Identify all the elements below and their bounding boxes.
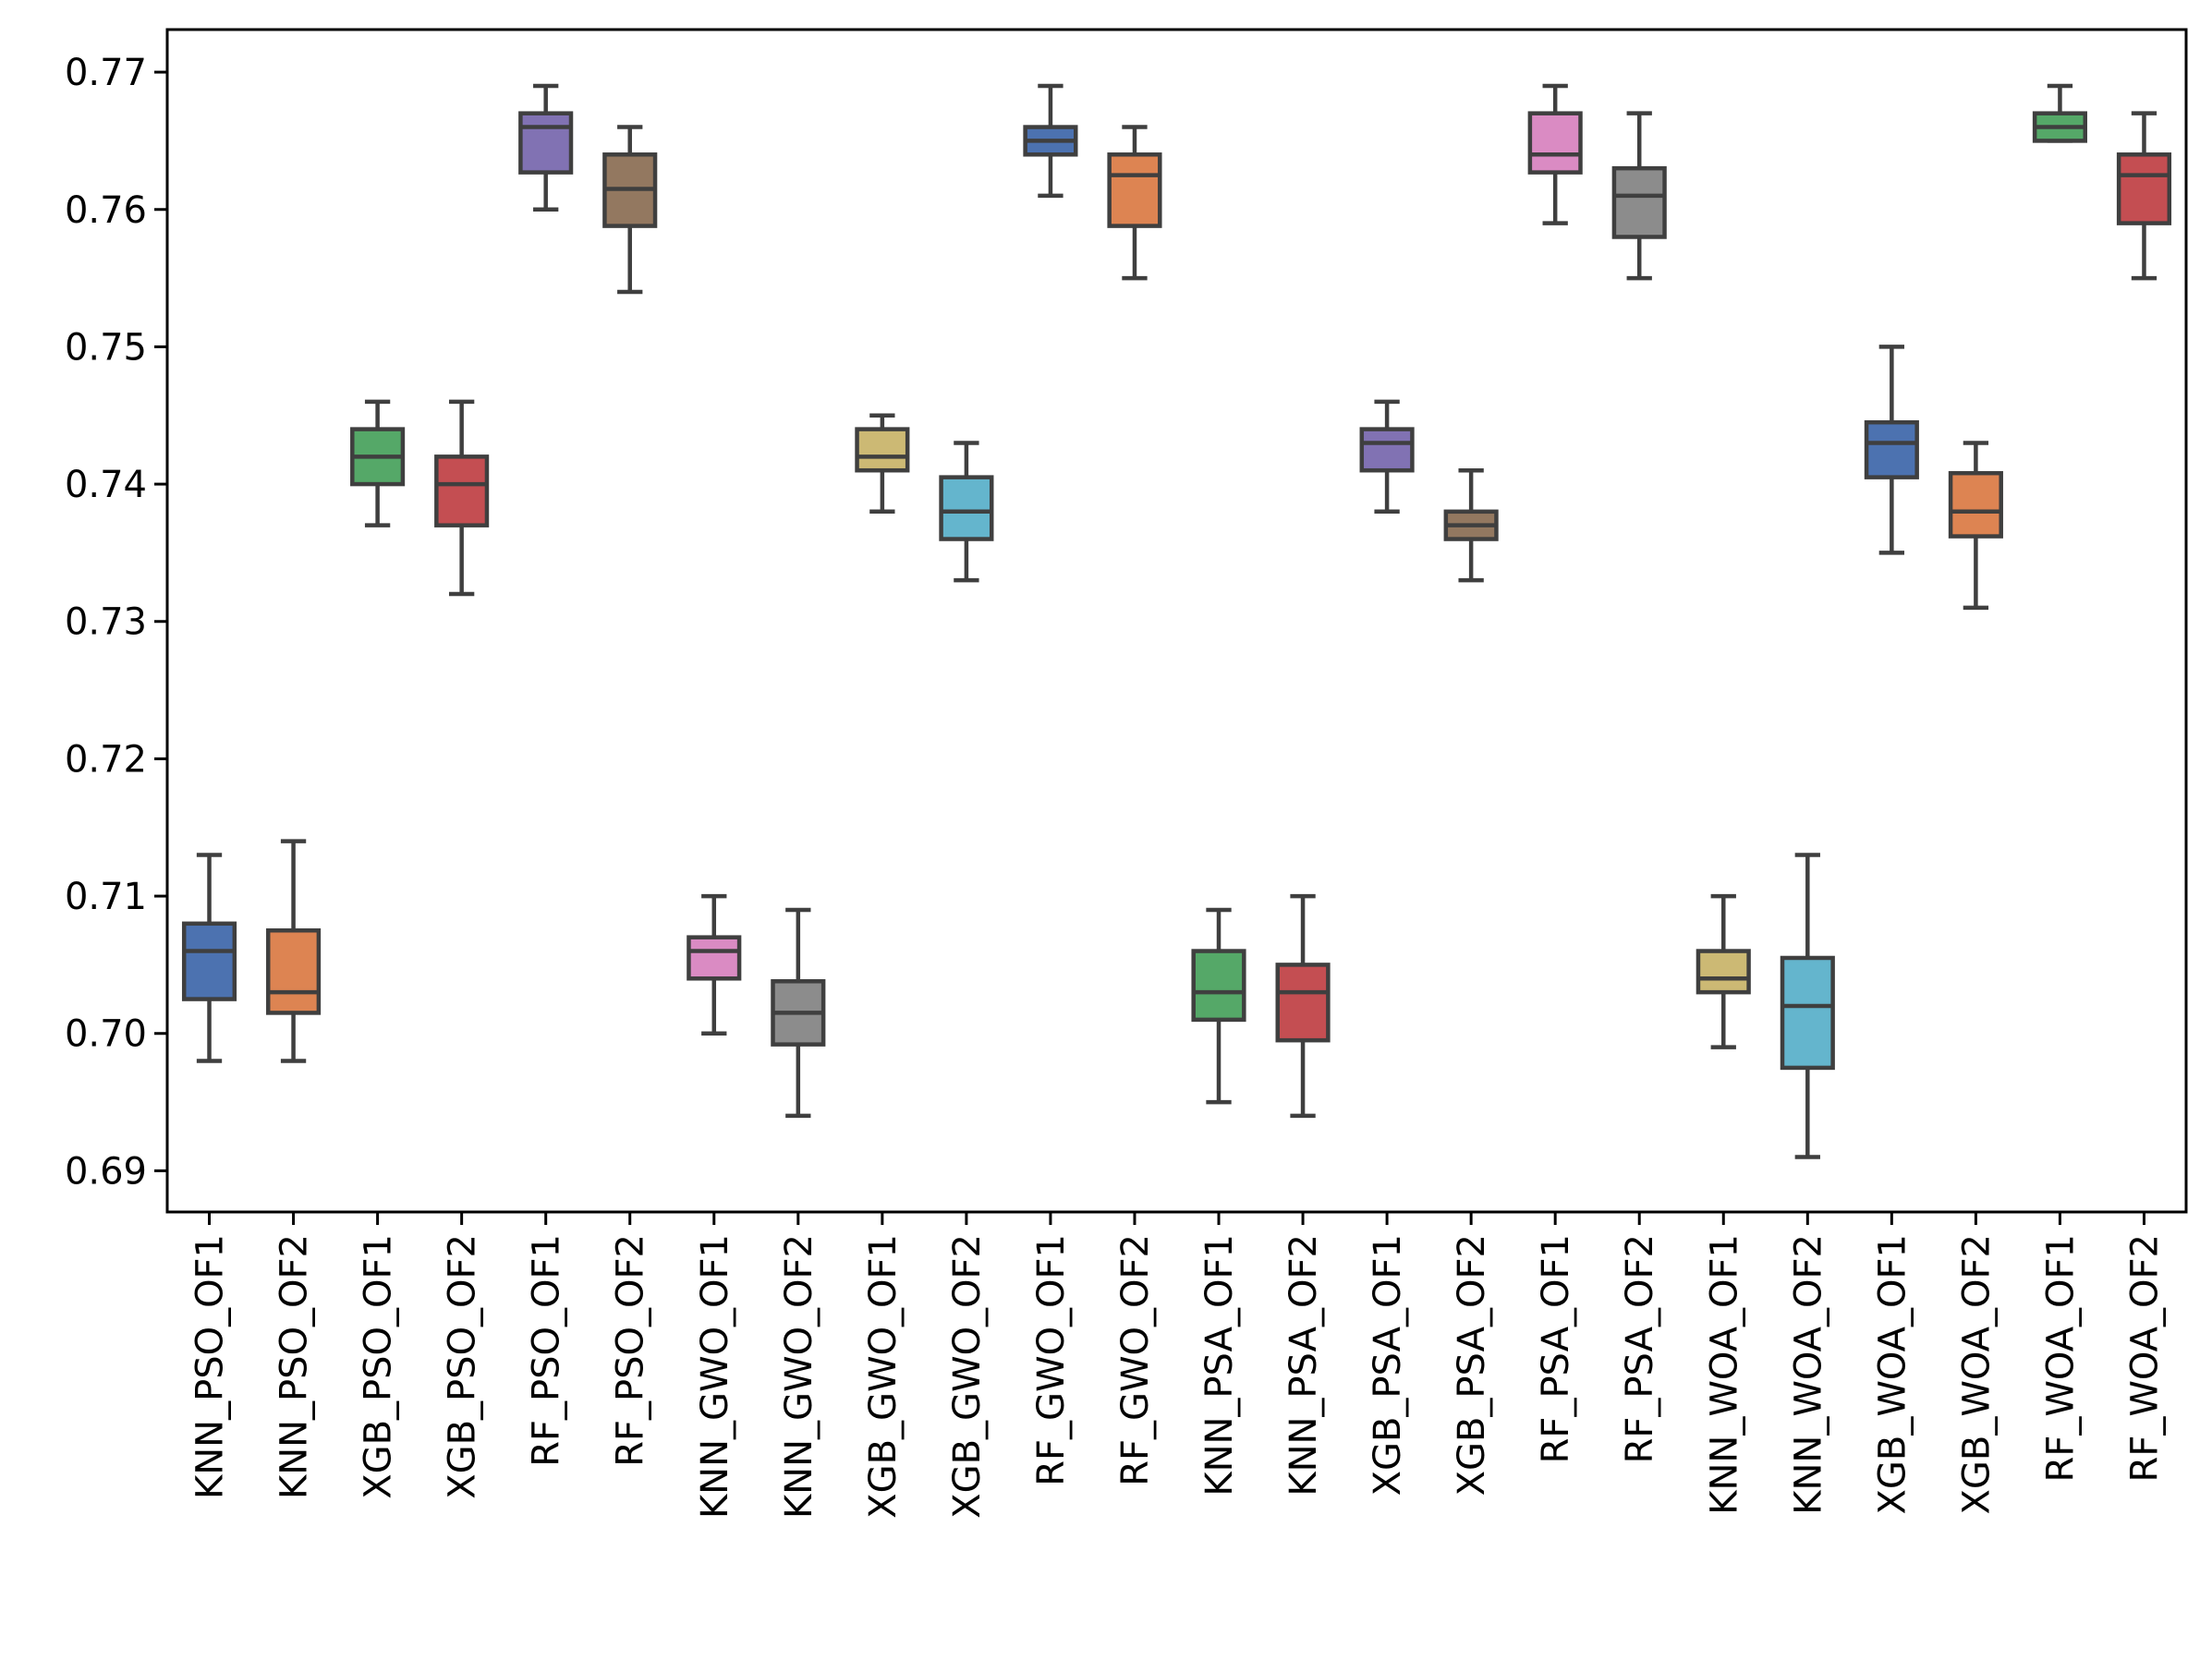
x-tick-label: XGB_PSA_OF2 <box>1451 1234 1493 1496</box>
x-tick-label: XGB_GWO_OF1 <box>862 1234 905 1519</box>
iqr-box <box>855 427 910 473</box>
y-tick-label: 0.70 <box>65 1013 147 1056</box>
x-tick-label: RF_PSO_OF1 <box>526 1234 568 1467</box>
box-group <box>2032 83 2087 143</box>
x-tick-label: RF_GWO_OF2 <box>1114 1234 1157 1486</box>
x-tick-label: RF_GWO_OF1 <box>1030 1234 1073 1486</box>
x-tick-label: XGB_PSO_OF1 <box>358 1234 400 1499</box>
box-group <box>1107 125 1162 281</box>
x-tick-label: KNN_GWO_OF1 <box>694 1234 736 1519</box>
x-tick-label: RF_PSA_OF2 <box>1619 1234 1661 1463</box>
box-group <box>1191 907 1246 1105</box>
y-axis: 0.69 0.70 0.71 0.72 0.73 0.74 0.75 0.76 0.77 <box>65 52 167 1193</box>
x-tick-label: RF_PSA_OF1 <box>1535 1234 1577 1463</box>
x-tick-label: KNN_WOA_OF2 <box>1787 1234 1829 1515</box>
iqr-box <box>1611 165 1667 239</box>
y-tick-label: 0.69 <box>65 1150 147 1193</box>
iqr-box <box>1780 955 1835 1071</box>
x-tick-label: RF_WOA_OF1 <box>2039 1234 2082 1482</box>
x-tick-label: KNN_PSA_OF2 <box>1282 1234 1325 1496</box>
box-group <box>939 441 994 583</box>
box-group <box>434 399 490 597</box>
iqr-box <box>1864 419 1919 479</box>
x-tick-label: XGB_WOA_OF2 <box>1955 1234 1998 1514</box>
iqr-box <box>1107 152 1162 228</box>
x-tick-label: XGB_PSO_OF2 <box>442 1234 484 1499</box>
y-tick-label: 0.72 <box>65 738 147 781</box>
box-group <box>1780 853 1835 1159</box>
box-group <box>266 839 322 1063</box>
box-group <box>1948 441 2003 611</box>
y-tick-label: 0.76 <box>65 189 147 232</box>
box-group <box>1359 399 1415 515</box>
x-tick-label: KNN_WOA_OF1 <box>1703 1234 1745 1515</box>
iqr-box <box>1191 949 1246 1023</box>
iqr-box <box>687 935 742 981</box>
box-group <box>855 413 910 515</box>
iqr-box <box>1359 427 1415 473</box>
box-group <box>687 893 742 1036</box>
box-group <box>350 399 406 527</box>
x-tick-label: KNN_PSA_OF1 <box>1198 1234 1241 1496</box>
iqr-box <box>266 927 322 1015</box>
x-tick-label: RF_PSO_OF2 <box>610 1234 652 1467</box>
box-group <box>1695 893 1751 1049</box>
iqr-box <box>181 921 237 1001</box>
box-group <box>1527 83 1583 225</box>
x-tick-label: KNN_PSO_OF2 <box>273 1234 316 1499</box>
y-tick-label: 0.74 <box>65 464 147 506</box>
y-tick-label: 0.71 <box>65 876 147 918</box>
box-group <box>1864 345 1919 555</box>
y-tick-label: 0.77 <box>65 52 147 94</box>
x-tick-label: RF_WOA_OF2 <box>2123 1234 2166 1482</box>
x-tick-label: XGB_PSA_OF1 <box>1367 1234 1409 1496</box>
x-tick-label: KNN_GWO_OF2 <box>778 1234 820 1519</box>
box-group <box>1443 467 1499 583</box>
box-group <box>2116 111 2172 281</box>
iqr-box <box>2116 152 2172 225</box>
iqr-box <box>939 475 994 541</box>
y-tick-label: 0.73 <box>65 601 147 644</box>
box-group <box>1275 893 1331 1119</box>
iqr-box <box>1695 949 1751 995</box>
iqr-box <box>434 454 490 527</box>
iqr-box <box>518 111 574 175</box>
box-group <box>518 83 574 212</box>
x-tick-label: XGB_WOA_OF1 <box>1871 1234 1914 1514</box>
y-tick-label: 0.75 <box>65 326 147 369</box>
iqr-box <box>1948 470 2003 539</box>
x-tick-label: KNN_PSO_OF1 <box>189 1234 232 1499</box>
box-group <box>181 853 237 1063</box>
box-group <box>602 125 658 295</box>
box-group <box>1023 83 1078 199</box>
box-group <box>1611 111 1667 281</box>
box-group <box>771 907 826 1119</box>
iqr-box <box>1527 111 1583 175</box>
boxes-layer <box>181 83 2172 1159</box>
x-axis: KNN_PSO_OF1 KNN_PSO_OF2 XGB_PSO_OF1 XGB_PSO… <box>189 1212 2166 1519</box>
iqr-box <box>1275 963 1331 1043</box>
x-tick-label: XGB_GWO_OF2 <box>946 1234 989 1519</box>
